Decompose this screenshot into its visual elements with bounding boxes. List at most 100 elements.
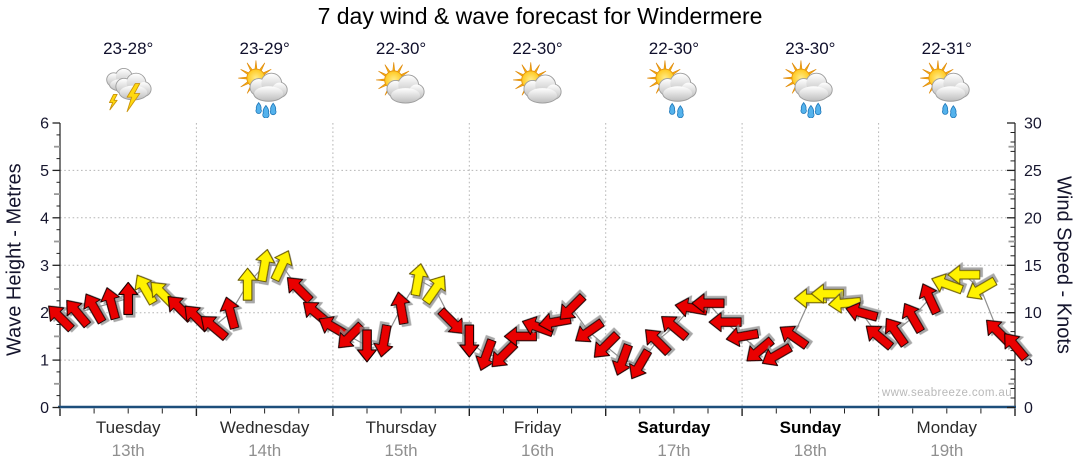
lightning-icon	[126, 83, 141, 113]
wind-arrow	[356, 329, 378, 363]
cloud-icon	[799, 86, 829, 101]
wind-arrow	[845, 301, 879, 322]
raindrop-icon	[800, 101, 808, 114]
day-icon-slot	[99, 60, 157, 118]
day-temperature: 23-29°	[239, 39, 290, 58]
wind-arrow	[645, 329, 672, 357]
wind-arrow	[708, 312, 742, 333]
wind-arrow	[828, 293, 862, 314]
axis-tick-label: 10	[1024, 305, 1042, 322]
wind-arrow	[338, 321, 365, 349]
wind-arrow	[66, 299, 92, 329]
cloud-icon	[391, 88, 421, 103]
day-name: Saturday	[637, 418, 711, 437]
day-date: 18th	[793, 441, 827, 460]
raindrop-icon	[676, 105, 684, 119]
axis-tick-label: 0	[1024, 400, 1033, 417]
wind-arrow	[575, 318, 605, 343]
day-name: Thursday	[365, 418, 437, 437]
wind-arrow	[1004, 333, 1030, 362]
wind-arrow	[901, 302, 925, 334]
wind-arrow	[408, 263, 429, 297]
day-name: Wednesday	[219, 418, 310, 437]
weather-icon-sun-cloud-drizzle	[647, 60, 697, 119]
wind-arrow	[629, 348, 653, 380]
wind-arrow	[437, 307, 465, 334]
wind-arrow	[286, 277, 314, 304]
wind-arrow	[48, 305, 75, 333]
day-temperature: 23-28°	[103, 39, 154, 58]
weather-icon-sun-cloud-rain	[783, 60, 833, 119]
axis-tick-label: 15	[1024, 258, 1042, 275]
right-axis-title: Wind Speed - Knots	[1052, 176, 1075, 354]
day-name: Tuesday	[95, 418, 161, 437]
day-temperature: 23-30°	[785, 39, 836, 58]
day-temperature: 22-30°	[512, 39, 563, 58]
cloud-icon	[663, 86, 693, 101]
wind-arrow	[674, 297, 709, 318]
day-name: Sunday	[779, 418, 842, 437]
wind-arrow	[918, 283, 941, 316]
wind-arrow	[100, 287, 121, 321]
wind-arrow	[503, 326, 537, 347]
weather-icon-sun-cloud	[512, 62, 562, 104]
day-temperature: 22-31°	[921, 39, 972, 58]
day-date: 13th	[111, 441, 145, 460]
weather-icon-sun-cloud-drizzle	[920, 60, 970, 119]
axis-tick-label: 5	[1024, 353, 1033, 370]
wind-arrow	[255, 248, 276, 283]
weather-icon-storm	[106, 67, 152, 113]
day-icon-slot	[236, 60, 294, 119]
day-date: 16th	[520, 441, 555, 460]
wind-arrow	[746, 336, 775, 362]
day-date: 19th	[930, 441, 964, 460]
wind-arrow	[459, 324, 480, 358]
day-icon-slot	[918, 60, 976, 119]
day-icon-slot	[372, 60, 430, 118]
wind-arrow	[559, 292, 587, 320]
wind-arrow	[966, 276, 998, 300]
day-date: 14th	[248, 441, 282, 460]
axis-tick-label: 3	[40, 258, 49, 275]
weather-icon-sun-cloud-rain	[237, 60, 288, 119]
wind-arrow	[661, 316, 690, 342]
cloud-icon	[527, 88, 557, 103]
wind-arrow	[931, 273, 964, 295]
wind-arrow	[200, 316, 230, 342]
axis-tick-label: 4	[40, 210, 49, 227]
raindrop-icon	[269, 102, 277, 116]
day-icon-slot	[645, 60, 703, 119]
raindrop-icon	[815, 102, 822, 116]
wind-arrow	[865, 325, 895, 351]
raindrop-icon	[669, 102, 676, 115]
axis-tick-label: 1	[40, 353, 49, 370]
cloud-icon	[935, 86, 965, 101]
axis-tick-label: 20	[1024, 210, 1042, 227]
raindrop-icon	[255, 101, 262, 114]
wind-arrow	[779, 325, 810, 350]
day-name: Monday	[916, 418, 978, 437]
wind-arrow	[421, 275, 446, 306]
wind-arrow	[725, 327, 760, 348]
wind-arrow	[83, 293, 107, 325]
wind-arrow	[134, 274, 158, 306]
raindrop-icon	[941, 102, 949, 115]
axis-tick-label: 30	[1024, 116, 1042, 133]
day-icon-slot	[781, 60, 839, 119]
day-icon-slot	[509, 60, 567, 118]
wind-arrow	[373, 324, 394, 358]
wind-arrow	[237, 267, 258, 301]
day-date: 17th	[657, 441, 691, 460]
axis-tick-label: 25	[1024, 163, 1042, 180]
wind-arrow	[691, 293, 725, 314]
wind-arrow	[593, 330, 621, 358]
wind-arrow	[270, 250, 293, 283]
lightning-icon	[109, 93, 118, 111]
wind-arrow	[390, 291, 411, 325]
wind-arrow	[118, 281, 139, 315]
wind-arrow	[947, 264, 981, 285]
raindrop-icon	[949, 105, 957, 119]
day-temperature: 22-30°	[648, 39, 700, 58]
